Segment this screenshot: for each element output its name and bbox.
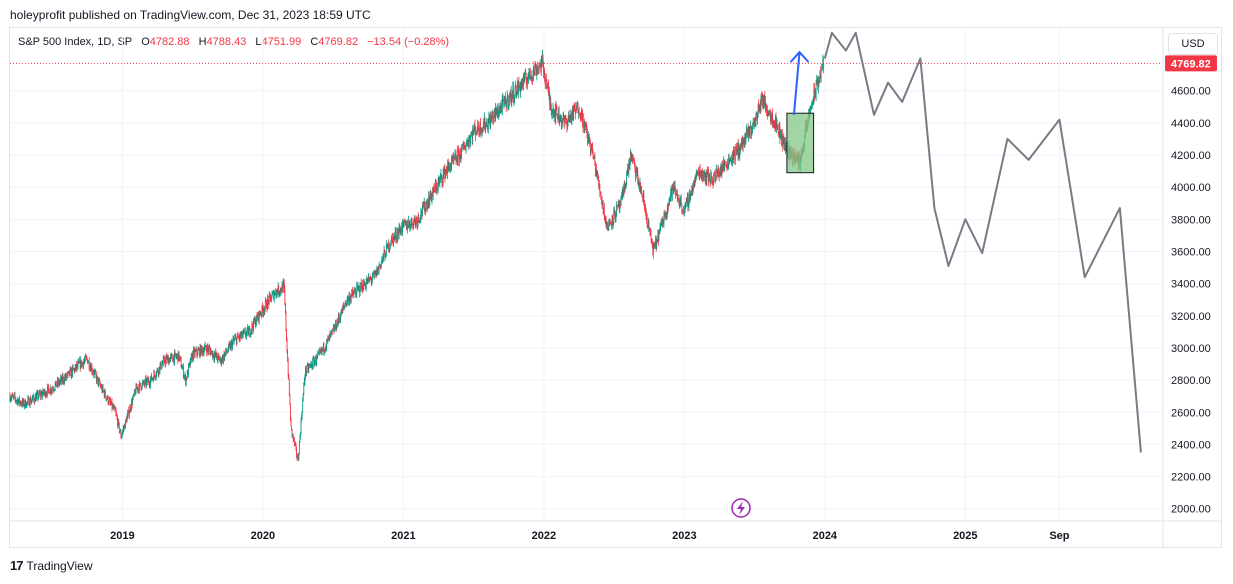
open-label: O: [141, 36, 150, 48]
low-value: 4751.99: [261, 36, 302, 48]
symbol-name[interactable]: S&P 500 Index, 1D, SP: [18, 36, 133, 48]
publisher-line: holeyprofit published on TradingView.com…: [10, 8, 371, 22]
open-value: 4782.88: [149, 36, 190, 48]
change-value: −13.54 (−0.28%): [367, 36, 450, 48]
symbol-legend: S&P 500 Index, 1D, SP O4782.88 H4788.43 …: [18, 36, 455, 48]
currency-button[interactable]: USD: [1168, 33, 1218, 55]
close-value: 4769.82: [318, 36, 359, 48]
footer-brand: TradingView: [26, 558, 93, 573]
tradingview-logo-icon: 17: [10, 558, 24, 573]
low-label: L: [255, 36, 262, 48]
chart-frame[interactable]: [9, 27, 1222, 548]
footer: 17 TradingView: [10, 558, 93, 573]
high-value: 4788.43: [206, 36, 247, 48]
high-label: H: [198, 36, 207, 48]
close-label: C: [310, 36, 319, 48]
